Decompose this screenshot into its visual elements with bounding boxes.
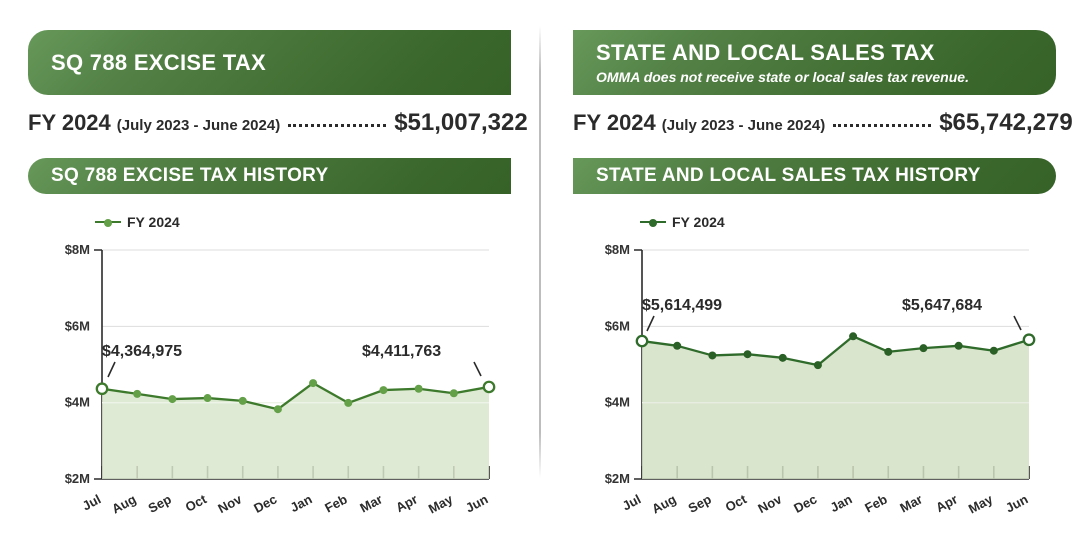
svg-text:Oct: Oct <box>723 491 750 515</box>
svg-text:$4,364,975: $4,364,975 <box>102 343 182 360</box>
svg-text:$2M: $2M <box>605 471 630 486</box>
svg-text:Mar: Mar <box>897 491 924 515</box>
svg-text:$4,411,763: $4,411,763 <box>362 343 441 360</box>
svg-text:Sep: Sep <box>686 491 714 515</box>
svg-text:Jan: Jan <box>288 491 315 515</box>
svg-text:Oct: Oct <box>183 491 210 515</box>
svg-text:$4M: $4M <box>65 395 90 410</box>
svg-text:$2M: $2M <box>65 471 90 486</box>
svg-text:$6M: $6M <box>65 318 90 333</box>
svg-text:Apr: Apr <box>393 491 420 515</box>
svg-text:Aug: Aug <box>649 491 678 516</box>
svg-text:May: May <box>426 491 456 516</box>
svg-text:Dec: Dec <box>791 491 819 515</box>
svg-text:$5,647,684: $5,647,684 <box>902 297 982 314</box>
svg-text:Aug: Aug <box>109 491 138 516</box>
svg-text:$8M: $8M <box>65 242 90 257</box>
svg-text:Jun: Jun <box>463 491 491 515</box>
svg-text:$4M: $4M <box>605 395 630 410</box>
svg-text:$8M: $8M <box>605 242 630 257</box>
svg-text:Jan: Jan <box>828 491 855 515</box>
svg-text:May: May <box>966 491 996 516</box>
svg-text:Feb: Feb <box>322 491 350 515</box>
svg-text:$6M: $6M <box>605 318 630 333</box>
svg-text:Feb: Feb <box>862 491 890 515</box>
svg-text:Apr: Apr <box>933 491 960 515</box>
svg-text:Dec: Dec <box>251 491 279 515</box>
svg-text:Nov: Nov <box>215 491 244 516</box>
svg-text:Jul: Jul <box>620 491 644 513</box>
svg-text:Jul: Jul <box>80 491 104 513</box>
svg-text:Nov: Nov <box>755 491 784 516</box>
svg-text:Sep: Sep <box>146 491 174 515</box>
svg-text:$5,614,499: $5,614,499 <box>642 297 722 314</box>
svg-text:Mar: Mar <box>357 491 384 515</box>
svg-text:Jun: Jun <box>1003 491 1031 515</box>
